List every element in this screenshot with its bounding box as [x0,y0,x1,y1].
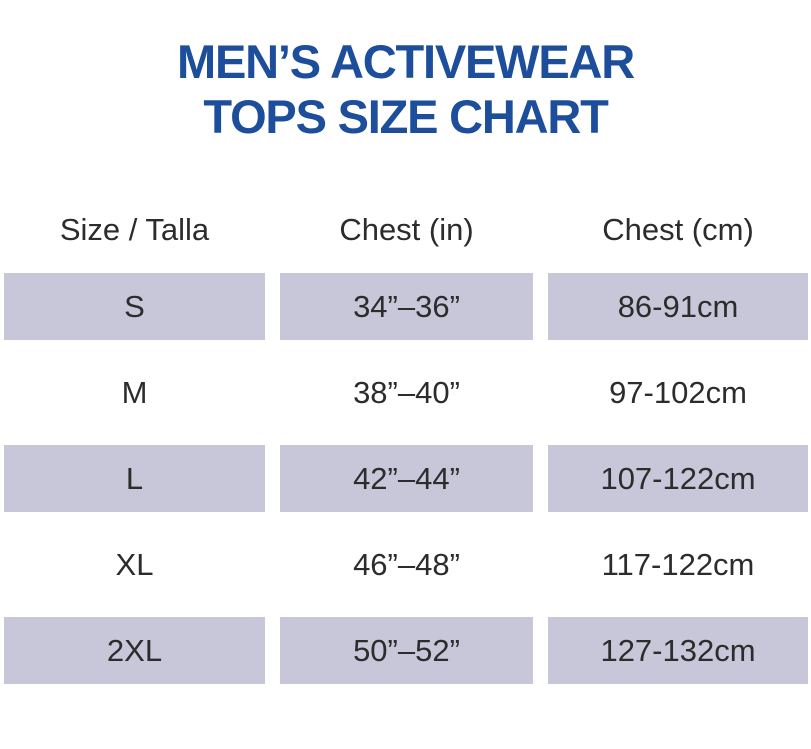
size-cell: L [4,445,265,512]
size-cell: 2XL [4,617,265,684]
page-title: MEN’S ACTIVEWEAR TOPS SIZE CHART [0,0,811,144]
chest-in-cell: 34”–36” [280,273,533,340]
column-header-chest-in: Chest (in) [339,212,474,247]
column-header-size: Size / Talla [59,212,210,247]
table-body: S 34”–36” 86-91cm M 38”–40” 97-102cm L 4… [0,273,811,684]
chest-cm-cell: 97-102cm [609,374,747,410]
chest-in-cell: 50”–52” [280,617,533,684]
column-header-chest-cm: Chest (cm) [602,212,754,247]
size-table: Size / Talla Chest (in) Chest (cm) S 34”… [0,204,811,684]
table-header-row: Size / Talla Chest (in) Chest (cm) [0,204,811,256]
chest-cm-cell: 117-122cm [601,546,755,582]
chest-in-cell: 42”–44” [280,445,533,512]
chest-cm-cell: 107-122cm [548,445,808,512]
size-cell: M [121,374,148,410]
size-cell: S [4,273,265,340]
chest-cm-cell: 127-132cm [548,617,808,684]
size-cell: XL [115,546,154,582]
chest-cm-cell: 86-91cm [548,273,808,340]
page-title-line1: MEN’S ACTIVEWEAR [177,35,635,88]
page-title-line2: TOPS SIZE CHART [203,90,608,143]
chest-in-cell: 38”–40” [353,374,460,410]
chest-in-cell: 46”–48” [353,546,460,582]
